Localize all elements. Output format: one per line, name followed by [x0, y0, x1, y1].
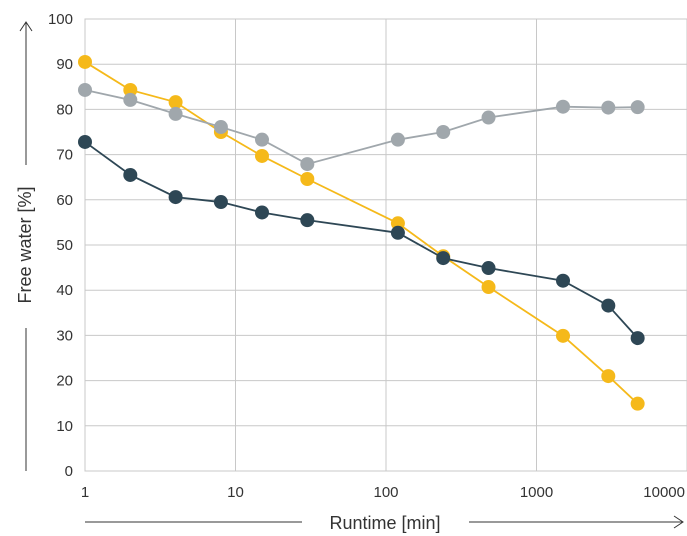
y-tick-label: 90: [56, 56, 73, 73]
y-tick-label: 30: [56, 327, 73, 344]
series-1: [78, 54, 645, 411]
x-tick-label: 1: [81, 484, 89, 501]
y-tick-label: 20: [56, 373, 73, 390]
series-3-line: [84, 141, 639, 339]
series-3-point: [255, 205, 270, 220]
series: [78, 54, 645, 411]
series-1-point: [300, 172, 315, 187]
series-3-point: [390, 225, 405, 240]
series-3-point: [436, 251, 451, 266]
x-tick-label: 10000: [643, 484, 685, 501]
x-axis-ticks: 1 10 100 1000 10000: [81, 484, 685, 501]
y-tick-label: 100: [48, 11, 73, 28]
y-tick-label: 70: [56, 147, 73, 164]
series-3-point: [481, 261, 496, 276]
y-tick-label: 80: [56, 101, 73, 118]
series-2-point: [255, 132, 270, 147]
series-2-point: [630, 100, 645, 115]
series-3-point: [78, 134, 92, 149]
series-3-point: [213, 195, 228, 210]
series-1-point: [630, 396, 645, 411]
series-1-point: [601, 369, 616, 384]
x-tick-label: 100: [373, 484, 398, 501]
series-2-point: [556, 99, 571, 114]
series-1-point: [481, 280, 496, 295]
series-3-point: [168, 190, 183, 205]
y-tick-label: 0: [65, 463, 73, 480]
y-axis-ticks: 0 10 20 30 40 50 60 70 80 90 100: [48, 11, 73, 480]
y-axis-title: Free water [%]: [15, 186, 35, 303]
x-axis-arrow-head: [673, 515, 684, 529]
series-2-line: [84, 89, 638, 166]
series-1-line: [84, 61, 639, 405]
series-1-point: [168, 95, 183, 110]
series-2-point: [481, 110, 496, 125]
series-1-point: [556, 328, 571, 343]
y-tick-label: 60: [56, 192, 73, 209]
series-1-point: [255, 148, 270, 163]
series-3-point: [300, 213, 315, 228]
y-tick-label: 40: [56, 282, 73, 299]
series-2-point: [78, 82, 92, 97]
series-1-point: [78, 54, 92, 69]
series-2-point: [213, 120, 228, 135]
y-tick-label: 10: [56, 418, 73, 435]
grid: [85, 19, 687, 471]
series-2-point: [300, 157, 315, 172]
y-tick-label: 50: [56, 237, 73, 254]
x-axis-title: Runtime [min]: [329, 513, 440, 533]
x-tick-label: 10: [227, 484, 244, 501]
series-3: [78, 134, 645, 346]
series-1-point: [123, 82, 138, 97]
series-3-point: [123, 167, 138, 182]
series-2-point: [601, 100, 616, 115]
plot-frame: [84, 18, 687, 472]
series-2-point: [390, 132, 405, 147]
series-2-point: [436, 125, 451, 139]
y-axis-arrow-head: [19, 21, 33, 32]
series-2-point: [168, 106, 183, 121]
x-tick-label: 1000: [520, 484, 553, 501]
series-2-point: [123, 92, 138, 107]
series-3-point: [601, 298, 616, 313]
series-3-point: [556, 273, 571, 288]
series-2: [78, 82, 645, 172]
series-3-point: [630, 331, 645, 346]
